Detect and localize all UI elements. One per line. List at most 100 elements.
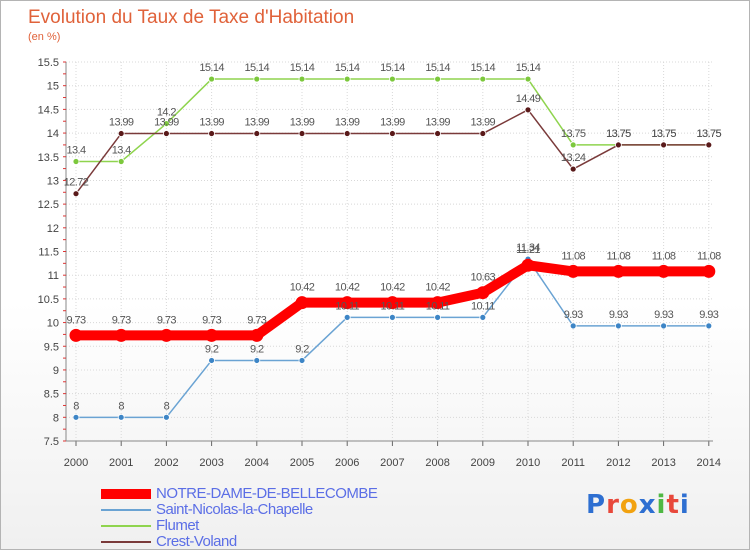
logo-letter: P [586, 490, 607, 520]
data-label-flumet: 15.14 [516, 62, 541, 74]
y-tick-label: 14.5 [38, 104, 59, 116]
data-point-flumet [72, 158, 80, 165]
data-label-notre-dame-de-bellecombe: 9.73 [157, 314, 176, 326]
data-label-notre-dame-de-bellecombe: 11.08 [607, 250, 631, 262]
x-tick-label: 2012 [606, 457, 630, 469]
data-point-flumet [343, 75, 351, 83]
data-point-crest-voland [253, 130, 261, 137]
data-point-notre-dame-de-bellecombe [521, 258, 535, 272]
data-point-flumet [162, 120, 170, 127]
data-point-saint-nicolas-la-chapelle [298, 357, 306, 364]
data-label-flumet: 13.75 [697, 128, 722, 140]
logo-letter: r [606, 490, 620, 520]
data-label-flumet: 13.4 [112, 144, 131, 156]
data-point-notre-dame-de-bellecombe [385, 296, 399, 310]
y-tick-label: 15.5 [38, 57, 59, 69]
data-point-saint-nicolas-la-chapelle [72, 413, 80, 421]
data-label-notre-dame-de-bellecombe: 9.73 [202, 314, 221, 326]
data-label-crest-voland: 13.99 [335, 117, 360, 129]
proxiti-logo: Proxiti [586, 490, 690, 520]
data-label-flumet: 15.14 [425, 62, 450, 74]
data-point-saint-nicolas-la-chapelle [253, 357, 261, 364]
data-point-notre-dame-de-bellecombe [702, 264, 716, 278]
data-label-saint-nicolas-la-chapelle: 10.11 [426, 300, 450, 312]
data-label-saint-nicolas-la-chapelle: 8 [164, 400, 170, 412]
logo-letter: i [679, 490, 690, 520]
logo-letter: x [638, 490, 657, 520]
x-tick-label: 2011 [561, 457, 585, 469]
legend-label: Crest-Voland [156, 533, 237, 550]
data-label-flumet: 15.14 [380, 62, 405, 74]
data-point-flumet [569, 141, 577, 149]
data-point-flumet [479, 75, 487, 83]
data-label-notre-dame-de-bellecombe: 9.73 [66, 314, 85, 326]
data-label-crest-voland: 13.99 [290, 117, 315, 129]
y-tick-label: 14 [47, 128, 59, 140]
data-point-flumet [434, 75, 442, 83]
data-label-flumet: 15.14 [199, 62, 224, 74]
data-label-crest-voland: 13.75 [697, 128, 722, 140]
data-point-crest-voland [388, 130, 396, 137]
y-tick-label: 10.5 [38, 294, 59, 306]
data-point-crest-voland [72, 190, 80, 198]
data-label-notre-dame-de-bellecombe: 10.42 [335, 282, 360, 294]
data-label-notre-dame-de-bellecombe: 11.08 [561, 250, 585, 262]
data-label-crest-voland: 13.75 [651, 128, 676, 140]
logo-letter: t [666, 490, 680, 520]
data-point-crest-voland [343, 130, 351, 137]
x-tick-label: 2013 [651, 457, 675, 469]
logo-letter: i [656, 490, 667, 520]
data-label-notre-dame-de-bellecombe: 10.42 [290, 282, 315, 294]
data-label-crest-voland: 13.99 [245, 117, 270, 129]
data-point-crest-voland [705, 141, 713, 149]
data-label-saint-nicolas-la-chapelle: 10.11 [471, 300, 495, 312]
data-label-flumet: 13.75 [651, 128, 676, 140]
data-point-flumet [117, 158, 125, 165]
legend-swatch [101, 541, 151, 543]
x-tick-label: 2007 [380, 457, 404, 469]
data-point-saint-nicolas-la-chapelle [615, 322, 622, 330]
y-tick-label: 10 [47, 318, 59, 330]
series-layer [69, 75, 716, 421]
chart-title: Evolution du Taux de Taxe d'Habitation [28, 7, 355, 28]
data-point-saint-nicolas-la-chapelle [162, 413, 170, 421]
y-tick-label: 13.5 [38, 152, 59, 164]
data-point-flumet [524, 75, 532, 83]
y-tick-label: 11 [48, 270, 59, 282]
legend-label: Flumet [156, 517, 199, 534]
data-label-saint-nicolas-la-chapelle: 9.93 [654, 309, 673, 321]
data-label-crest-voland: 12.72 [64, 177, 89, 189]
data-point-flumet [298, 75, 306, 83]
data-point-saint-nicolas-la-chapelle [660, 322, 667, 330]
data-point-crest-voland [524, 106, 532, 114]
legend-label: Saint-Nicolas-la-Chapelle [156, 501, 313, 518]
data-point-notre-dame-de-bellecombe [657, 264, 671, 278]
data-labels: 13.4 13.4 14.2 15.14 15.14 15.14 15.14 15.14 15.… [64, 62, 722, 412]
legend-swatch [101, 509, 151, 511]
data-point-notre-dame-de-bellecombe [250, 328, 264, 342]
data-point-crest-voland [117, 130, 125, 137]
data-label-flumet: 14.2 [157, 107, 176, 119]
y-tick-label: 9.5 [44, 341, 59, 353]
y-tick-label: 9 [53, 365, 59, 377]
logo-letter: o [619, 490, 639, 520]
x-tick-label: 2000 [64, 457, 88, 469]
data-point-saint-nicolas-la-chapelle [343, 313, 351, 321]
data-label-notre-dame-de-bellecombe: 9.73 [112, 314, 131, 326]
data-point-notre-dame-de-bellecombe [476, 286, 490, 300]
data-point-flumet [208, 75, 216, 83]
y-tick-label: 12.5 [38, 199, 59, 211]
data-point-flumet [388, 75, 396, 83]
x-tick-label: 2006 [335, 457, 359, 469]
data-point-flumet [253, 75, 261, 83]
y-tick-label: 8.5 [44, 389, 59, 401]
data-label-flumet: 15.14 [245, 62, 270, 74]
data-label-crest-voland: 13.99 [425, 117, 450, 129]
y-tick-label: 11.5 [38, 247, 59, 259]
x-tick-label: 2008 [425, 457, 449, 469]
data-label-flumet: 13.75 [606, 128, 631, 140]
data-point-saint-nicolas-la-chapelle [117, 413, 125, 421]
legend-swatch [101, 489, 151, 499]
data-label-notre-dame-de-bellecombe: 10.42 [380, 282, 405, 294]
